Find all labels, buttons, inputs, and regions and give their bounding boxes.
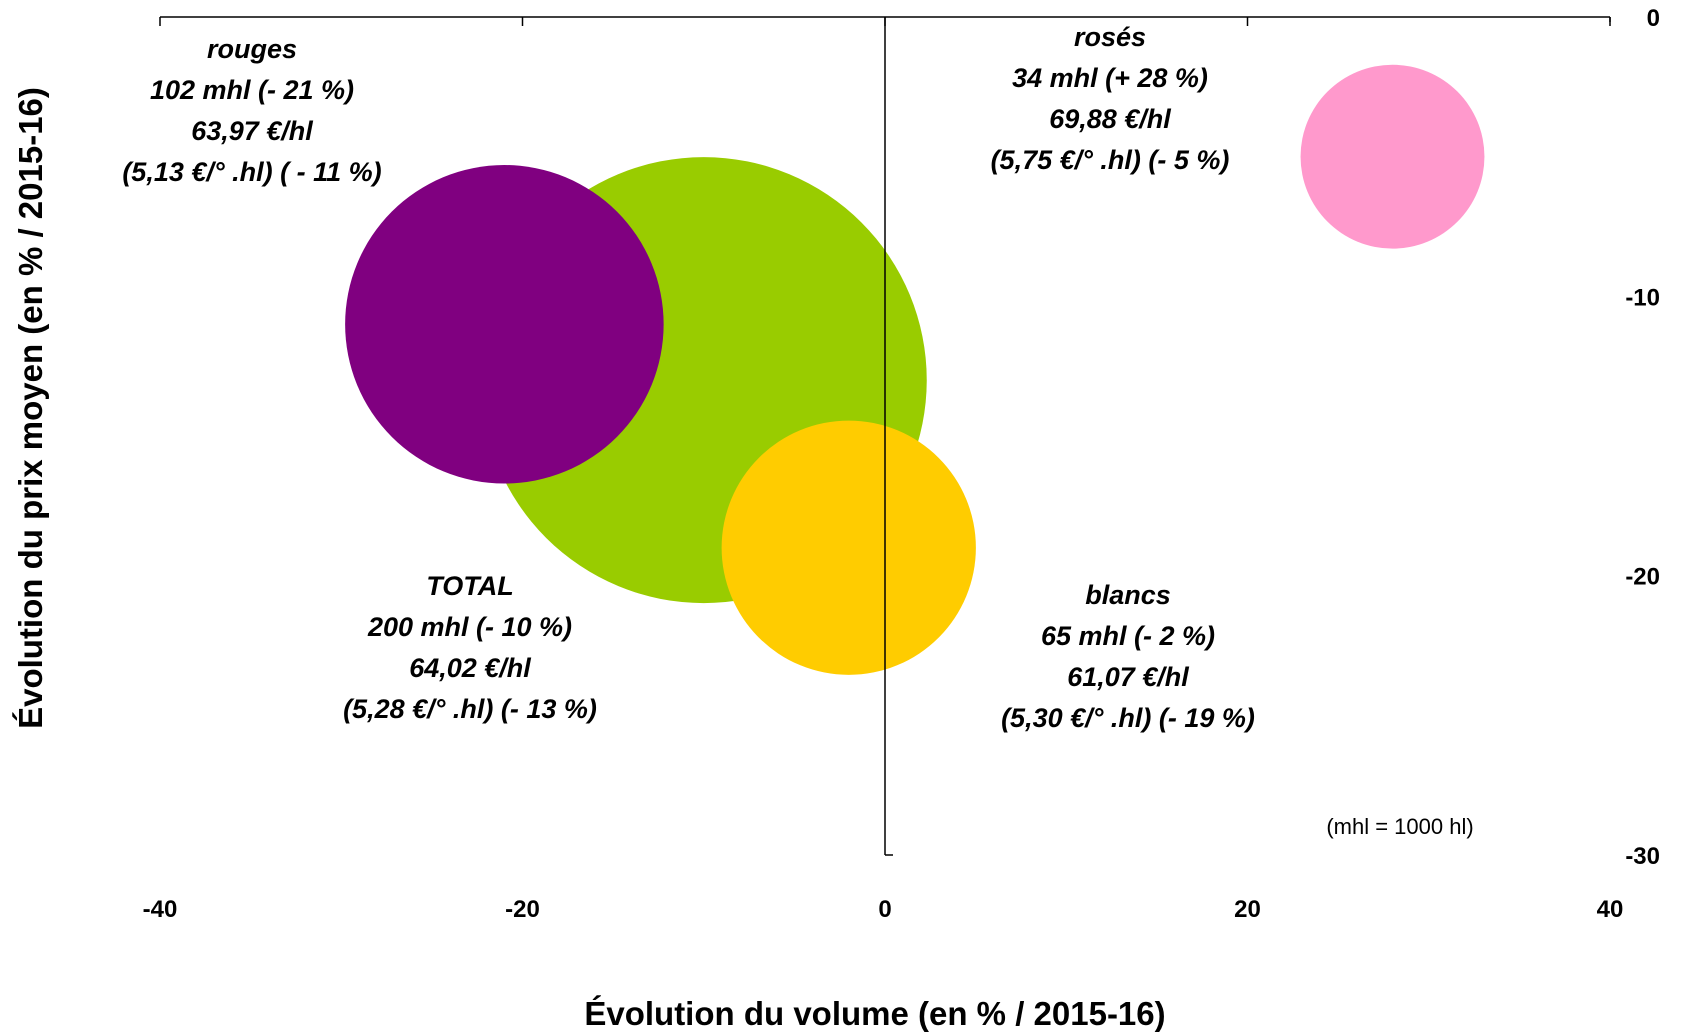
bubble-label-line: rouges [207, 34, 297, 64]
bubble-label-line: (5,28 €/° .hl) (- 13 %) [343, 694, 597, 724]
x-tick-label: -20 [505, 896, 540, 923]
x-tick-label: 20 [1234, 896, 1261, 923]
bubble-label-line: 65 mhl (- 2 %) [1041, 621, 1215, 651]
y-tick-label: 0 [1647, 5, 1660, 32]
bubble-label-blancs: blancs 65 mhl (- 2 %) 61,07 €/hl (5,30 €/° … [1001, 580, 1255, 733]
bubble-blancs [721, 420, 976, 675]
bubble-label-line: rosés [1074, 22, 1146, 52]
axes-layer [159, 16, 1611, 856]
x-tick-label: 0 [878, 896, 891, 923]
bubble-label-line: blancs [1085, 580, 1171, 610]
x-tick-marks [159, 17, 1611, 26]
bubble-label-line: (5,75 €/° .hl) (- 5 %) [991, 145, 1230, 175]
y-tick-label: -20 [1625, 564, 1660, 591]
tick-labels-layer: -40 -20 0 20 40 0 -10 -20 -30 [143, 5, 1660, 923]
bubble-label-line: 200 mhl (- 10 %) [367, 612, 572, 642]
x-tick-label: 40 [1597, 896, 1624, 923]
bubble-label-line: TOTAL [426, 571, 514, 601]
bubbles-layer [345, 64, 1485, 675]
bubble-label-line: 61,07 €/hl [1067, 662, 1189, 692]
bubble-label-line: 34 mhl (+ 28 %) [1012, 63, 1208, 93]
bubble-labels-layer: TOTAL 200 mhl (- 10 %) 64,02 €/hl (5,28 €/°… [122, 22, 1255, 733]
bubble-label-total: TOTAL 200 mhl (- 10 %) 64,02 €/hl (5,28 €/°… [343, 571, 597, 724]
y-tick-label: -10 [1625, 284, 1660, 311]
y-axis-title: Évolution du prix moyen (en % / 2015-16) [12, 87, 49, 729]
bubble-label-line: 63,97 €/hl [191, 116, 313, 146]
bubble-label-line: 69,88 €/hl [1049, 104, 1171, 134]
bubble-label-line: 64,02 €/hl [409, 653, 531, 683]
x-tick-label: -40 [143, 896, 178, 923]
bubble-rouges [345, 165, 664, 484]
bubble-label-line: (5,30 €/° .hl) (- 19 %) [1001, 703, 1255, 733]
bubble-label-line: 102 mhl (- 21 %) [150, 75, 354, 105]
bubble-label-rouges: rouges 102 mhl (- 21 %) 63,97 €/hl (5,13 €/… [122, 34, 381, 187]
bubble-ros-s [1300, 64, 1485, 249]
y-tick-label: -30 [1625, 843, 1660, 870]
x-axis-title: Évolution du volume (en % / 2015-16) [584, 995, 1165, 1032]
bubble-label-line: (5,13 €/° .hl) ( - 11 %) [122, 157, 381, 187]
volume-unit-note: (mhl = 1000 hl) [1326, 814, 1473, 839]
bubble-label-ros-s: rosés 34 mhl (+ 28 %) 69,88 €/hl (5,75 €/° … [991, 22, 1230, 175]
